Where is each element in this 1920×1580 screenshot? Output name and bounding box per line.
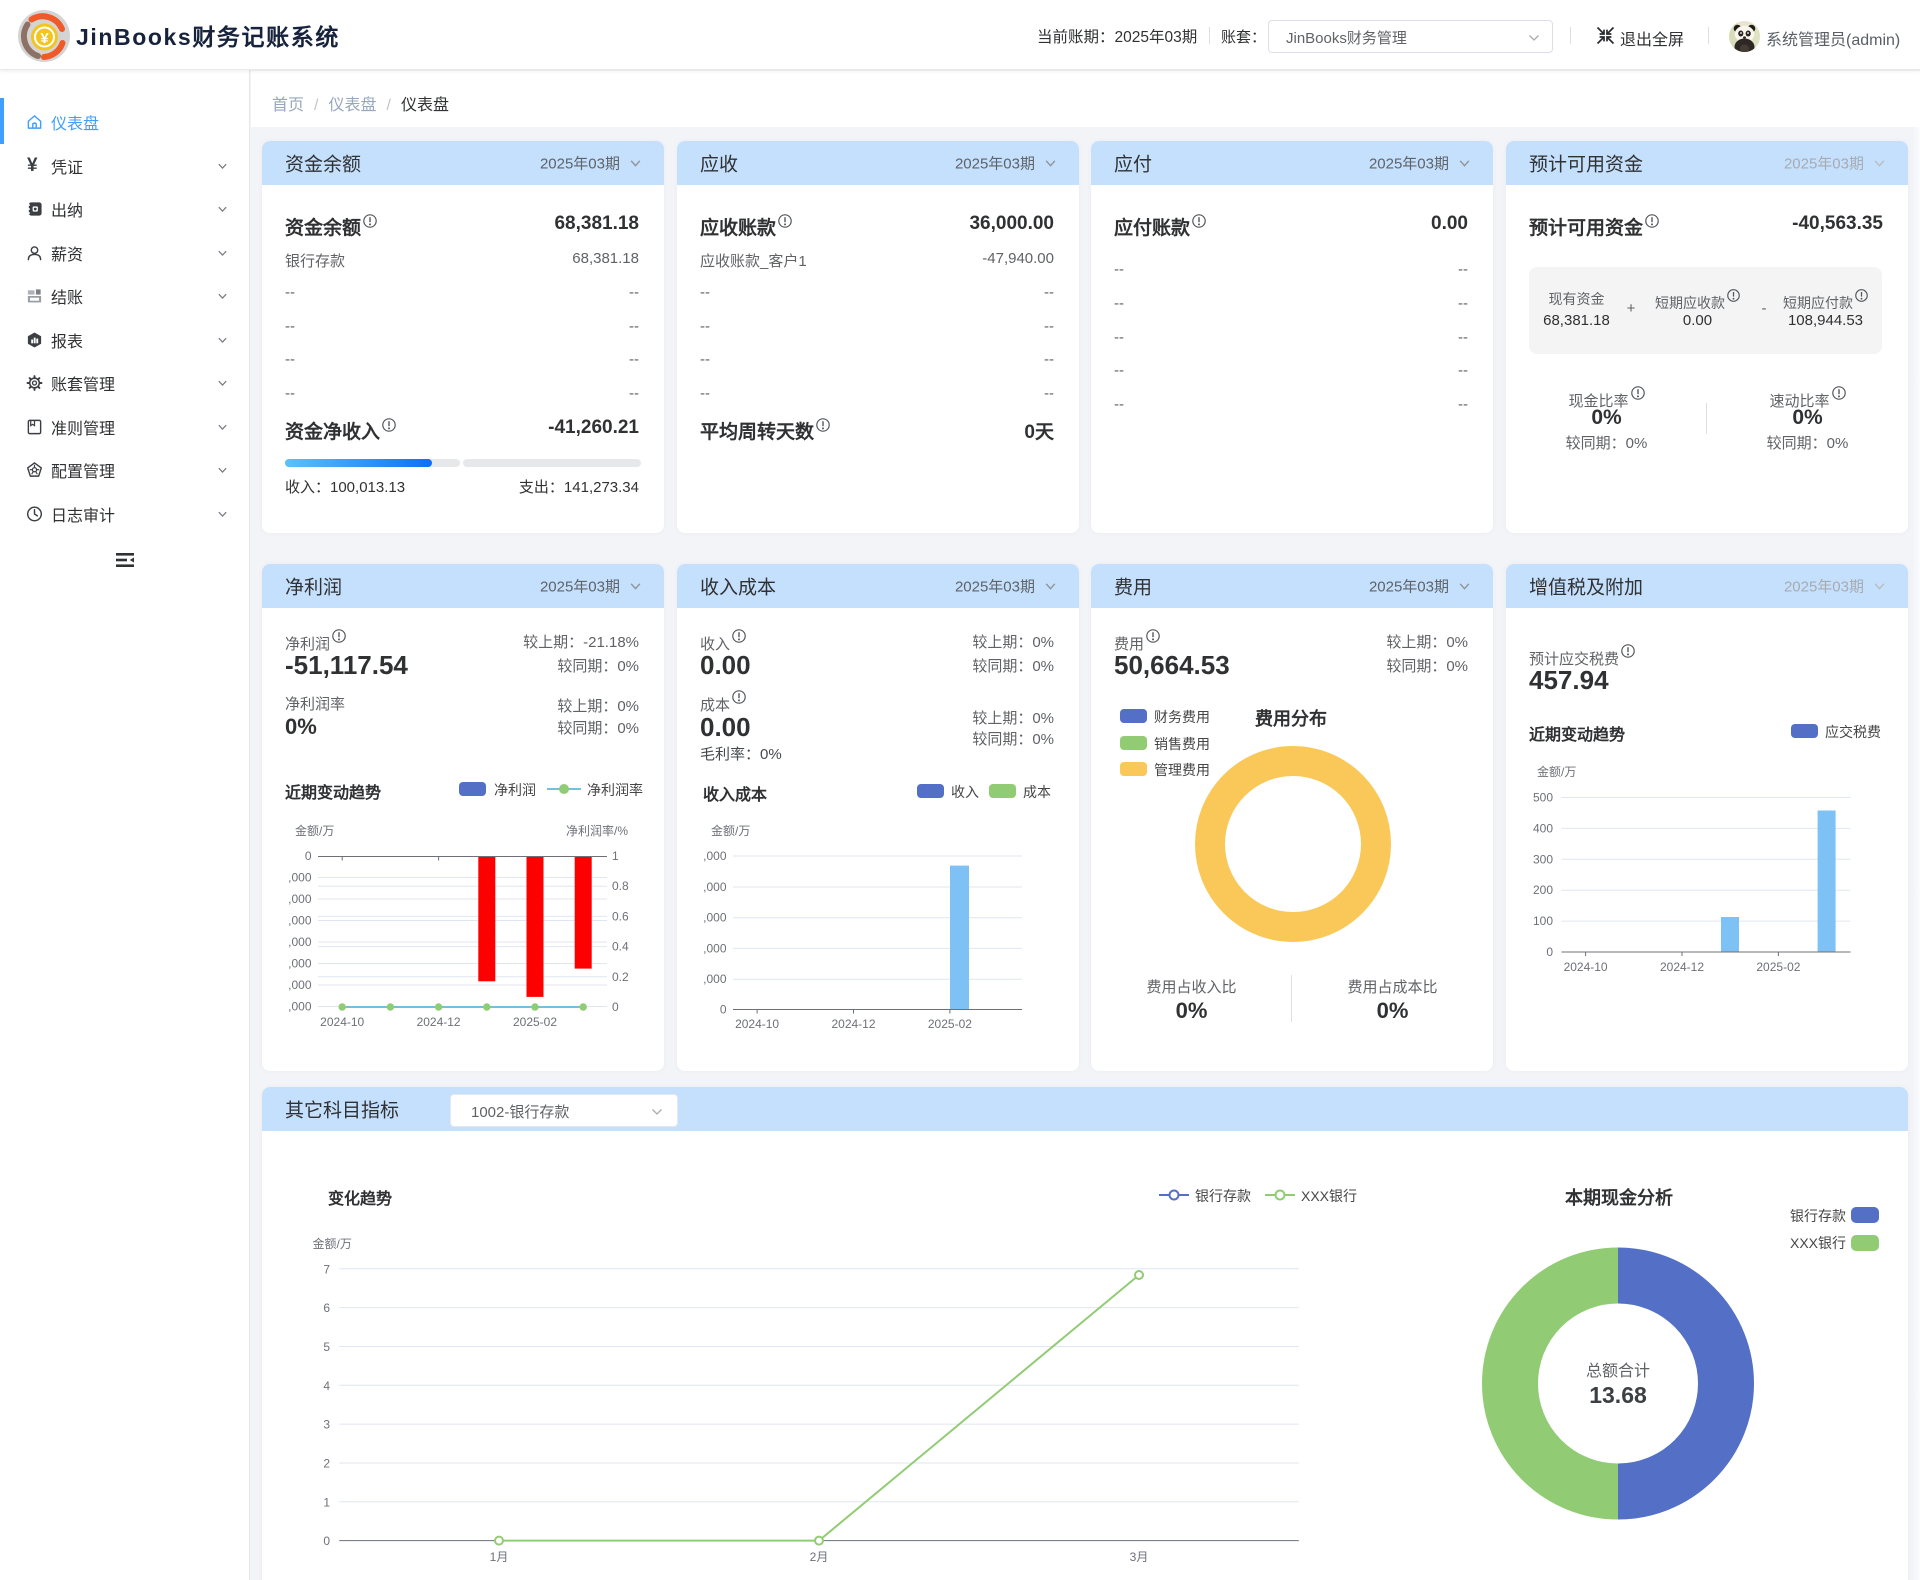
svg-text:0: 0 xyxy=(305,849,312,863)
svg-text:0.4: 0.4 xyxy=(612,940,629,954)
svg-text:金额/万: 金额/万 xyxy=(313,1236,352,1251)
svg-text:1: 1 xyxy=(323,1495,330,1509)
svg-text:净利润率/%: 净利润率/% xyxy=(566,823,628,838)
svg-text:金额/万: 金额/万 xyxy=(1537,764,1576,779)
svg-text:2: 2 xyxy=(323,1457,330,1471)
svg-text:2024-10: 2024-10 xyxy=(320,1015,364,1029)
svg-text:金额/万: 金额/万 xyxy=(295,823,334,838)
svg-text:3月: 3月 xyxy=(1130,1550,1149,1564)
svg-text:,000: ,000 xyxy=(703,972,727,986)
svg-text:0.6: 0.6 xyxy=(612,909,629,923)
svg-text:300: 300 xyxy=(1533,852,1553,866)
svg-text:,000: ,000 xyxy=(703,880,727,894)
svg-text:200: 200 xyxy=(1533,883,1553,897)
svg-text:,000: ,000 xyxy=(288,935,312,949)
svg-text:2025-02: 2025-02 xyxy=(513,1015,557,1029)
svg-text:2025-02: 2025-02 xyxy=(928,1017,972,1031)
svg-text:0.8: 0.8 xyxy=(612,879,629,893)
svg-text:2024-12: 2024-12 xyxy=(1660,960,1704,974)
svg-text:,000: ,000 xyxy=(288,978,312,992)
svg-text:,000: ,000 xyxy=(288,892,312,906)
svg-text:,000: ,000 xyxy=(703,911,727,925)
svg-text:5: 5 xyxy=(323,1340,330,1354)
svg-text:6: 6 xyxy=(323,1301,330,1315)
svg-text:,000: ,000 xyxy=(703,941,727,955)
svg-text:2025-02: 2025-02 xyxy=(1756,960,1800,974)
svg-text:100: 100 xyxy=(1533,914,1553,928)
svg-text:金额/万: 金额/万 xyxy=(711,823,750,838)
svg-text:2024-12: 2024-12 xyxy=(831,1017,875,1031)
svg-text:4: 4 xyxy=(323,1379,330,1393)
svg-text:1月: 1月 xyxy=(490,1550,509,1564)
svg-text:2月: 2月 xyxy=(810,1550,829,1564)
svg-text:,000: ,000 xyxy=(288,957,312,971)
svg-text:¥: ¥ xyxy=(40,30,49,47)
svg-text:400: 400 xyxy=(1533,821,1553,835)
svg-text:2024-10: 2024-10 xyxy=(735,1017,779,1031)
svg-text:,000: ,000 xyxy=(288,871,312,885)
svg-text:,000: ,000 xyxy=(288,914,312,928)
svg-text:500: 500 xyxy=(1533,791,1553,805)
svg-text:2024-12: 2024-12 xyxy=(417,1015,461,1029)
svg-text:2024-10: 2024-10 xyxy=(1564,960,1608,974)
svg-text:0: 0 xyxy=(1546,945,1553,959)
svg-text:1: 1 xyxy=(612,849,619,863)
svg-text:,000: ,000 xyxy=(288,1000,312,1014)
svg-text:0: 0 xyxy=(720,1003,727,1017)
svg-text:3: 3 xyxy=(323,1418,330,1432)
svg-text:7: 7 xyxy=(323,1262,330,1276)
svg-text:0: 0 xyxy=(612,1000,619,1014)
svg-text:0: 0 xyxy=(323,1534,330,1548)
svg-text:0.2: 0.2 xyxy=(612,970,629,984)
svg-text:,000: ,000 xyxy=(703,849,727,863)
